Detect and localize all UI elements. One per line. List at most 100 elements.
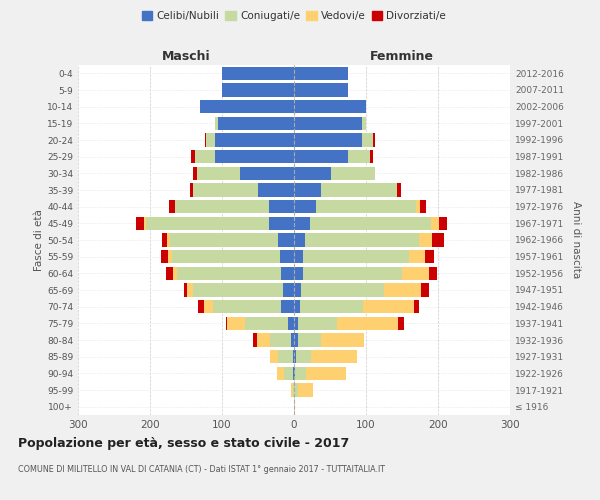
Bar [146,216,269,230]
Bar [222,66,294,80]
Bar [136,216,143,230]
Bar [294,316,298,330]
Bar [226,316,227,330]
Bar [294,150,348,164]
Bar [294,400,295,413]
Bar [431,234,445,246]
Bar [320,334,364,346]
Bar [166,266,173,280]
Bar [294,350,296,364]
Text: Popolazione per età, sesso e stato civile - 2017: Popolazione per età, sesso e stato civil… [18,438,349,450]
Bar [294,284,301,296]
Bar [280,250,294,264]
Y-axis label: Anni di nascita: Anni di nascita [571,202,581,278]
Bar [295,366,306,380]
Bar [169,200,175,213]
Bar [311,350,358,364]
Bar [362,116,366,130]
Text: Maschi: Maschi [161,50,211,64]
Bar [294,166,331,180]
Bar [269,350,278,364]
Bar [373,134,374,146]
Bar [240,166,294,180]
Bar [278,350,293,364]
Bar [168,250,172,264]
Bar [227,316,245,330]
Bar [193,166,197,180]
Bar [277,366,284,380]
Bar [419,234,431,246]
Bar [416,200,420,213]
Bar [161,250,168,264]
Bar [409,250,425,264]
Bar [294,200,316,213]
Bar [197,166,240,180]
Bar [269,216,294,230]
Bar [398,316,404,330]
Bar [298,316,337,330]
Bar [193,284,283,296]
Bar [191,150,194,164]
Bar [337,316,398,330]
Bar [301,284,384,296]
Bar [439,216,446,230]
Text: COMUNE DI MILITELLO IN VAL DI CATANIA (CT) - Dati ISTAT 1° gennaio 2017 - TUTTAI: COMUNE DI MILITELLO IN VAL DI CATANIA (C… [18,466,385,474]
Bar [420,200,426,213]
Bar [291,334,294,346]
Legend: Celibi/Nubili, Coniugati/e, Vedovi/e, Divorziati/e: Celibi/Nubili, Coniugati/e, Vedovi/e, Di… [137,7,451,26]
Bar [294,334,298,346]
Bar [258,184,294,196]
Bar [167,234,170,246]
Bar [363,300,413,314]
Bar [205,134,206,146]
Bar [204,300,212,314]
Bar [300,300,363,314]
Bar [212,300,281,314]
Bar [430,266,437,280]
Bar [331,166,374,180]
Bar [294,84,348,96]
Bar [184,284,187,296]
Bar [294,134,362,146]
Bar [253,334,257,346]
Bar [173,266,176,280]
Bar [322,184,397,196]
Bar [245,316,288,330]
Bar [294,116,362,130]
Bar [293,366,294,380]
Bar [293,384,294,396]
Bar [143,216,146,230]
Bar [283,284,294,296]
Bar [306,366,346,380]
Bar [413,300,419,314]
Bar [421,284,428,296]
Bar [218,116,294,130]
Bar [215,150,294,164]
Bar [294,266,302,280]
Bar [194,150,215,164]
Bar [176,266,281,280]
Bar [294,100,366,114]
Bar [281,266,294,280]
Bar [190,184,193,196]
Bar [294,234,305,246]
Bar [215,116,218,130]
Y-axis label: Fasce di età: Fasce di età [34,209,44,271]
Text: Femmine: Femmine [370,50,434,64]
Bar [172,250,280,264]
Bar [278,234,294,246]
Bar [348,150,370,164]
Bar [298,334,320,346]
Bar [294,184,322,196]
Bar [193,184,258,196]
Bar [288,316,294,330]
Bar [281,300,294,314]
Bar [269,334,291,346]
Bar [294,300,300,314]
Bar [402,266,430,280]
Bar [294,366,295,380]
Bar [294,250,302,264]
Bar [362,134,373,146]
Bar [198,300,204,314]
Bar [431,216,439,230]
